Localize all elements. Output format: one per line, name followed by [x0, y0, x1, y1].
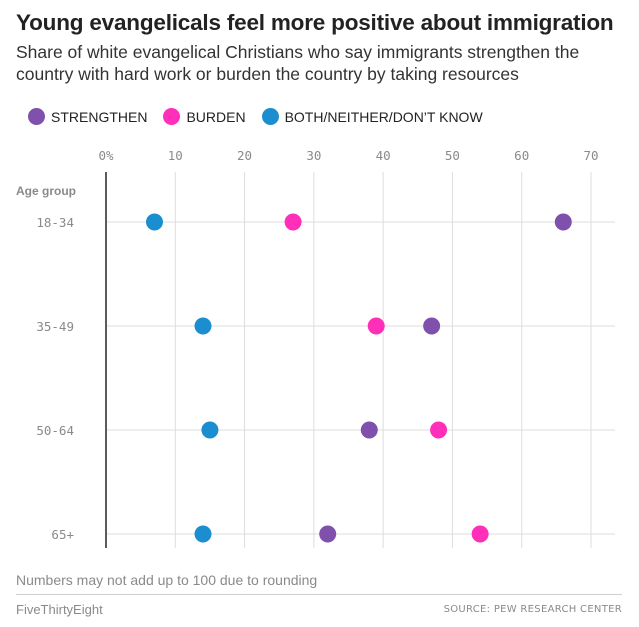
- y-axis-title: Age group: [16, 184, 76, 198]
- dot-burden: [367, 317, 385, 335]
- chart-title: Young evangelicals feel more positive ab…: [16, 10, 614, 35]
- category-label: 50-64: [36, 423, 74, 438]
- dot-strengthen: [423, 317, 441, 335]
- x-tick-label: 70: [583, 148, 598, 163]
- dot-both-neither-don-t-know: [201, 421, 219, 439]
- dot-burden: [430, 421, 448, 439]
- footnote: Numbers may not add up to 100 due to rou…: [16, 572, 318, 588]
- x-tick-label: 10: [168, 148, 183, 163]
- legend-label-strengthen: STRENGTHEN: [51, 108, 148, 125]
- dot-strengthen: [360, 421, 378, 439]
- category-label: 35-49: [36, 319, 74, 334]
- dot-both-neither-don-t-know: [146, 213, 163, 231]
- category-label: 65+: [51, 527, 74, 542]
- x-tick-label: 40: [376, 148, 391, 163]
- source-label: SOURCE: PEW RESEARCH CENTER: [443, 604, 622, 615]
- brand-label: FiveThirtyEight: [16, 602, 103, 617]
- dot-burden: [471, 525, 489, 543]
- dot-both-neither-don-t-know: [194, 317, 212, 335]
- legend-label-burden: BURDEN: [186, 108, 246, 125]
- legend-label-both-neither: BOTH/NEITHER/DON’T KNOW: [284, 108, 483, 125]
- dot-burden: [284, 213, 302, 231]
- legend-item-burden: BURDEN: [163, 108, 246, 125]
- category-label: 18-34: [36, 215, 74, 230]
- footer-divider: [16, 594, 622, 595]
- legend: STRENGTHEN BURDEN BOTH/NEITHER/DON’T KNO…: [28, 108, 499, 125]
- legend-item-both-neither: BOTH/NEITHER/DON’T KNOW: [261, 108, 483, 125]
- x-tick-label: 50: [445, 148, 460, 163]
- legend-item-strengthen: STRENGTHEN: [28, 108, 147, 125]
- dot-both-neither-don-t-know: [194, 525, 212, 543]
- legend-swatch-strengthen: [28, 108, 45, 125]
- x-tick-label: 0%: [98, 148, 114, 163]
- chart-subtitle: Share of white evangelical Christians wh…: [16, 42, 580, 84]
- legend-swatch-burden: [163, 108, 181, 125]
- dot-strengthen: [319, 525, 337, 543]
- x-tick-label: 60: [514, 148, 529, 163]
- legend-swatch-both-neither: [261, 108, 279, 125]
- x-tick-label: 20: [237, 148, 252, 163]
- x-tick-label: 30: [306, 148, 321, 163]
- dot-strengthen: [554, 213, 572, 231]
